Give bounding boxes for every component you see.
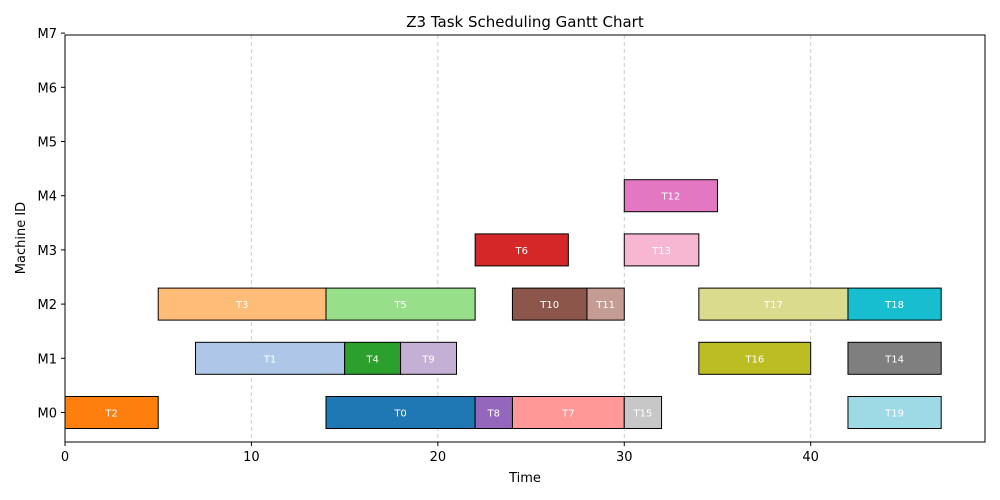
y-tick-label: M6 bbox=[38, 81, 58, 96]
task-bar-rect bbox=[847, 287, 942, 321]
x-tick-label: 20 bbox=[430, 450, 447, 465]
task-bar-rect bbox=[194, 341, 346, 375]
task-label: T8 bbox=[487, 409, 500, 420]
y-tick-label: M5 bbox=[38, 136, 58, 151]
task-bar-t13: T13 bbox=[623, 233, 700, 267]
task-label: T16 bbox=[744, 354, 764, 365]
task-bar-t10: T10 bbox=[511, 287, 588, 321]
task-label: T1 bbox=[263, 354, 276, 365]
task-label: T14 bbox=[884, 354, 904, 365]
y-tick-label: M4 bbox=[38, 190, 58, 205]
y-tick-label: M0 bbox=[38, 407, 58, 422]
y-axis-ticks: M0 M1 M2 M3 M4 M5 M6 M7 bbox=[38, 27, 65, 422]
x-axis-label: Time bbox=[508, 471, 541, 486]
task-bar-rect bbox=[623, 233, 700, 267]
task-bar-rect bbox=[586, 287, 625, 321]
task-bar-rect bbox=[623, 396, 663, 429]
task-bar-t7: T7 bbox=[511, 396, 625, 429]
task-label: T5 bbox=[393, 300, 406, 311]
task-bar-rect bbox=[623, 179, 718, 213]
task-bar-t12: T12 bbox=[623, 179, 718, 213]
task-bar-rect bbox=[344, 341, 402, 375]
y-tick-label: M1 bbox=[38, 352, 58, 367]
task-bar-t3: T3 bbox=[157, 287, 327, 321]
task-bar-t8: T8 bbox=[474, 396, 513, 429]
task-bar-rect bbox=[474, 396, 513, 429]
task-label: T0 bbox=[393, 409, 406, 420]
task-bar-t16: T16 bbox=[698, 341, 812, 375]
task-bar-rect bbox=[474, 233, 569, 267]
y-tick-label: M7 bbox=[38, 27, 58, 42]
task-bar-t15: T15 bbox=[623, 396, 663, 429]
task-bar-rect bbox=[400, 341, 457, 375]
task-label: T3 bbox=[235, 300, 248, 311]
x-tick-label: 10 bbox=[243, 450, 260, 465]
task-bar-t17: T17 bbox=[698, 287, 849, 321]
y-axis-label: Machine ID bbox=[14, 202, 29, 274]
task-label: T15 bbox=[632, 409, 652, 420]
task-bar-rect bbox=[698, 341, 812, 375]
task-bar-t5: T5 bbox=[325, 287, 476, 321]
task-label: T13 bbox=[651, 246, 671, 257]
task-bar-t1: T1 bbox=[194, 341, 346, 375]
task-bar-rect bbox=[325, 287, 476, 321]
task-bar-t18: T18 bbox=[847, 287, 942, 321]
task-label: T7 bbox=[561, 409, 574, 420]
task-bar-rect bbox=[157, 287, 327, 321]
task-bar-t14: T14 bbox=[847, 341, 942, 375]
task-bar-rect bbox=[325, 396, 476, 429]
task-bar-rect bbox=[698, 287, 849, 321]
task-bar-t19: T19 bbox=[847, 396, 942, 429]
task-label: T4 bbox=[365, 354, 378, 365]
task-bar-rect bbox=[64, 396, 159, 429]
task-bar-t4: T4 bbox=[344, 341, 402, 375]
task-label: T10 bbox=[539, 300, 559, 311]
task-bar-t2: T2 bbox=[64, 396, 159, 429]
task-bar-t0: T0 bbox=[325, 396, 476, 429]
x-axis-ticks: 0 10 20 30 40 bbox=[61, 442, 819, 465]
task-bar-t9: T9 bbox=[400, 341, 457, 375]
task-label: T17 bbox=[763, 300, 783, 311]
task-bars: T0 T1 T2 T3 T4 T5 T6 T7 T8 T9 T10 T11 T12 T13 T14 T15 T1… bbox=[64, 179, 942, 429]
task-label: T6 bbox=[514, 246, 527, 257]
task-label: T12 bbox=[660, 192, 680, 203]
x-tick-label: 0 bbox=[61, 450, 69, 465]
task-bar-rect bbox=[847, 341, 942, 375]
x-tick-label: 40 bbox=[802, 450, 819, 465]
task-bar-t6: T6 bbox=[474, 233, 569, 267]
task-label: T9 bbox=[421, 354, 434, 365]
task-label: T19 bbox=[884, 409, 904, 420]
plot-frame bbox=[64, 34, 986, 443]
task-label: T11 bbox=[595, 300, 615, 311]
task-bar-t11: T11 bbox=[586, 287, 625, 321]
task-bar-rect bbox=[847, 396, 942, 429]
y-tick-label: M2 bbox=[38, 298, 58, 313]
y-tick-label: M3 bbox=[38, 244, 58, 259]
task-label: T18 bbox=[884, 300, 904, 311]
chart-title: Z3 Task Scheduling Gantt Chart bbox=[406, 13, 644, 31]
x-tick-label: 30 bbox=[616, 450, 633, 465]
task-label: T2 bbox=[104, 409, 117, 420]
